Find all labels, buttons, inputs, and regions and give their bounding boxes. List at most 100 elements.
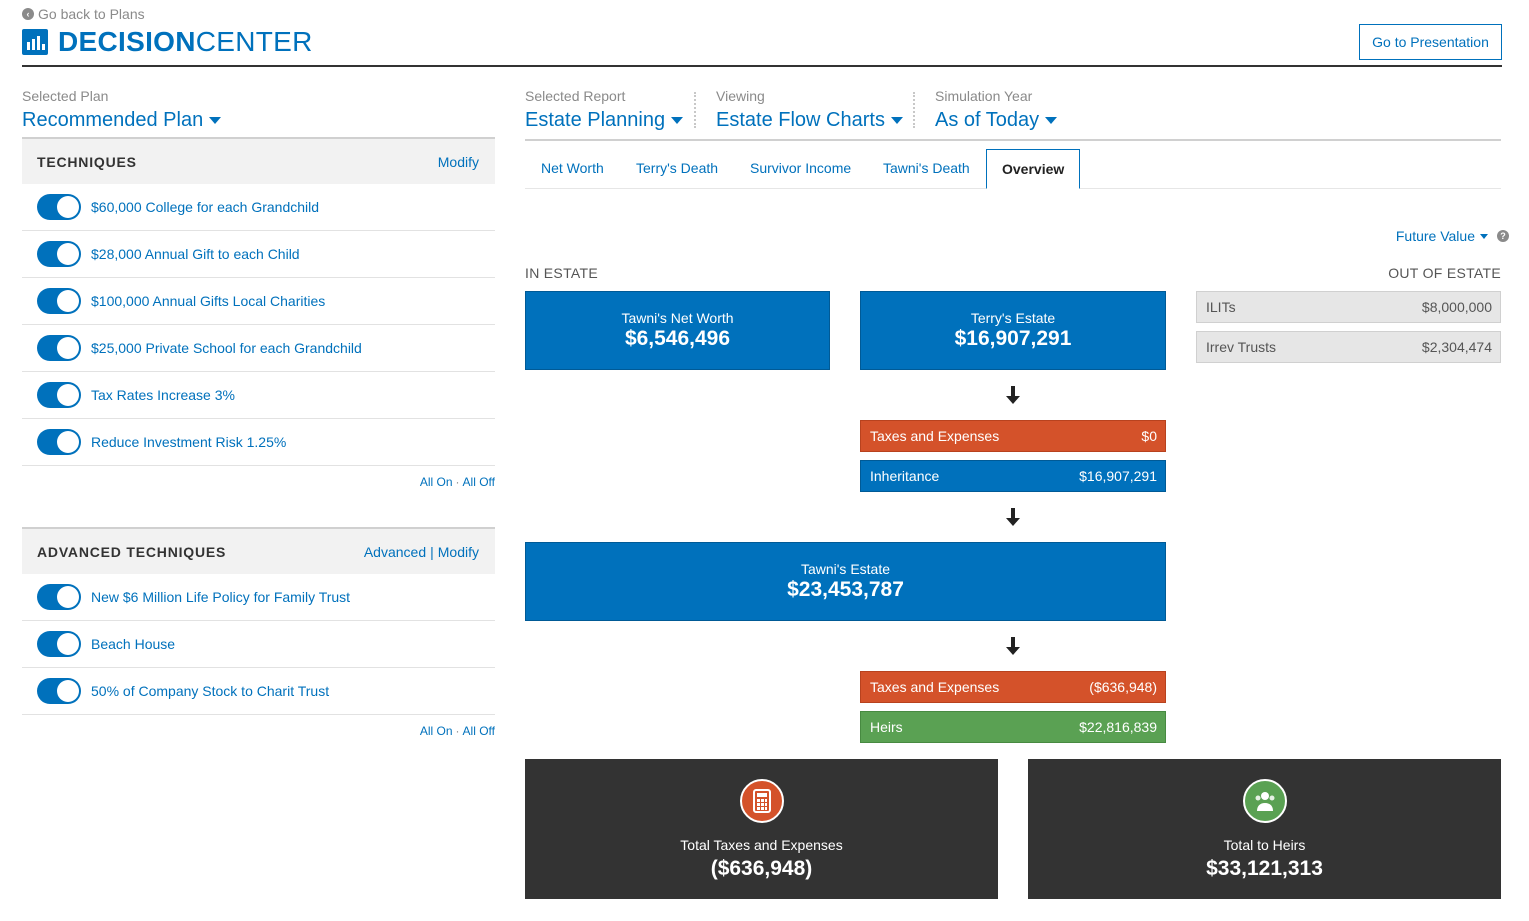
simulation-year-dropdown[interactable]: As of Today	[935, 109, 1058, 132]
advanced-all-toggle: All On · All Off	[419, 724, 495, 738]
inheritance-value: $16,907,291	[1079, 468, 1157, 484]
technique-toggle[interactable]	[37, 288, 81, 314]
tawni-taxes-value: ($636,948)	[1089, 679, 1157, 695]
out-of-estate-heading: OUT OF ESTATE	[1388, 265, 1501, 281]
terry-taxes-label: Taxes and Expenses	[870, 428, 1000, 444]
techniques-all-toggle: All On · All Off	[419, 475, 495, 489]
technique-label[interactable]: $100,000 Annual Gifts Local Charities	[91, 293, 326, 309]
technique-label[interactable]: Tax Rates Increase 3%	[91, 387, 235, 403]
techniques-header: TECHNIQUES Modify	[22, 137, 495, 184]
techniques-modify-link[interactable]: Modify	[437, 153, 479, 170]
tab-survivor-income[interactable]: Survivor Income	[750, 160, 852, 176]
technique-row: New $6 Million Life Policy for Family Tr…	[22, 574, 495, 621]
arrow-down-icon	[1006, 386, 1020, 404]
selected-plan-dropdown[interactable]: Recommended Plan	[22, 109, 495, 132]
technique-row: 50% of Company Stock to Charit Trust	[22, 668, 495, 715]
total-heirs-card: Total to Heirs $33,121,313	[1028, 759, 1501, 899]
technique-toggle[interactable]	[37, 335, 81, 361]
brand-name: DECISIONCENTER	[58, 26, 313, 57]
tab-overview[interactable]: Overview	[986, 149, 1081, 189]
inheritance-bar[interactable]: Inheritance $16,907,291	[860, 460, 1166, 492]
advanced-modify-link[interactable]: Modify	[437, 543, 479, 560]
toggle-knob	[57, 290, 79, 312]
advanced-techniques-section: ADVANCED TECHNIQUES Advanced | Modify New …	[22, 527, 495, 738]
help-icon[interactable]: ?	[1497, 230, 1509, 242]
heirs-value: $22,816,839	[1079, 719, 1157, 735]
selected-plan-label: Selected Plan	[22, 88, 109, 104]
ilits-value: $8,000,000	[1421, 299, 1492, 315]
selected-report-dropdown[interactable]: Estate Planning	[525, 109, 684, 132]
tab-tawnis-death[interactable]: Tawni's Death	[883, 160, 970, 176]
technique-row: $25,000 Private School for each Grandchi…	[22, 325, 495, 372]
terry-taxes-bar[interactable]: Taxes and Expenses $0	[860, 420, 1166, 452]
report-tabs: Net Worth Terry's Death Survivor Income …	[525, 149, 1501, 189]
all-off-link[interactable]: All Off	[462, 724, 495, 738]
tawni-taxes-label: Taxes and Expenses	[870, 679, 1000, 695]
technique-label[interactable]: $28,000 Annual Gift to each Child	[91, 246, 300, 262]
technique-label[interactable]: $25,000 Private School for each Grandchi…	[91, 340, 362, 356]
technique-toggle[interactable]	[37, 678, 81, 704]
selector-divider	[694, 92, 696, 128]
back-arrow-icon: ‹	[22, 8, 34, 20]
technique-toggle[interactable]	[37, 194, 81, 220]
technique-toggle[interactable]	[37, 382, 81, 408]
technique-row: $100,000 Annual Gifts Local Charities	[22, 278, 495, 325]
calculator-icon	[739, 779, 784, 823]
techniques-section: TECHNIQUES Modify $60,000 College for ea…	[22, 137, 495, 489]
back-to-plans-link[interactable]: ‹ Go back to Plans	[22, 6, 145, 22]
total-heirs-value: $33,121,313	[1206, 857, 1323, 880]
technique-label[interactable]: $60,000 College for each Grandchild	[91, 199, 320, 215]
technique-toggle[interactable]	[37, 631, 81, 657]
left-panel: Selected Plan Recommended Plan TECHNIQUE…	[22, 88, 495, 738]
ilits-box[interactable]: ILITs $8,000,000	[1196, 291, 1501, 323]
all-on-link[interactable]: All On	[419, 724, 453, 738]
technique-label[interactable]: 50% of Company Stock to Charit Trust	[91, 683, 330, 699]
selector-divider	[913, 92, 915, 128]
in-estate-heading: IN ESTATE	[525, 265, 598, 281]
technique-row: Tax Rates Increase 3%	[22, 372, 495, 419]
tab-net-worth[interactable]: Net Worth	[541, 160, 604, 176]
toggle-knob	[57, 337, 79, 359]
tawni-net-worth-box[interactable]: Tawni's Net Worth $6,546,496	[525, 291, 830, 370]
total-taxes-value: ($636,948)	[710, 857, 813, 880]
technique-label[interactable]: New $6 Million Life Policy for Family Tr…	[91, 589, 351, 605]
total-taxes-label: Total Taxes and Expenses	[680, 837, 843, 853]
advanced-list: New $6 Million Life Policy for Family Tr…	[22, 574, 495, 715]
caret-down-icon	[1480, 233, 1488, 239]
irrev-trusts-box[interactable]: Irrev Trusts $2,304,474	[1196, 331, 1501, 363]
go-to-presentation-button[interactable]: Go to Presentation	[1359, 24, 1502, 60]
all-on-link[interactable]: All On	[419, 475, 453, 489]
advanced-link[interactable]: Advanced	[363, 543, 427, 560]
terry-estate-box[interactable]: Terry's Estate $16,907,291	[860, 291, 1166, 370]
viewing-selector: Viewing Estate Flow Charts	[716, 88, 903, 132]
technique-toggle[interactable]	[37, 584, 81, 610]
toggle-knob	[57, 196, 79, 218]
caret-down-icon	[209, 117, 222, 124]
arrow-down-icon	[1006, 637, 1020, 655]
ilits-label: ILITs	[1206, 299, 1236, 315]
total-heirs-label: Total to Heirs	[1223, 837, 1306, 853]
tawni-taxes-bar[interactable]: Taxes and Expenses ($636,948)	[860, 671, 1166, 703]
toggle-knob	[57, 431, 79, 453]
header-divider	[22, 65, 1502, 67]
technique-label[interactable]: Reduce Investment Risk 1.25%	[91, 434, 287, 450]
selected-report-label: Selected Report	[525, 88, 626, 104]
technique-row: $60,000 College for each Grandchild	[22, 184, 495, 231]
bar-chart-icon	[22, 29, 48, 55]
caret-down-icon	[1045, 117, 1058, 124]
toggle-knob	[57, 633, 79, 655]
technique-label[interactable]: Beach House	[91, 636, 176, 652]
viewing-label: Viewing	[716, 88, 765, 104]
heirs-bar[interactable]: Heirs $22,816,839	[860, 711, 1166, 743]
tab-terrys-death[interactable]: Terry's Death	[636, 160, 719, 176]
technique-toggle[interactable]	[37, 241, 81, 267]
viewing-dropdown[interactable]: Estate Flow Charts	[716, 109, 903, 132]
all-off-link[interactable]: All Off	[462, 475, 495, 489]
total-taxes-card: Total Taxes and Expenses ($636,948)	[525, 759, 998, 899]
technique-toggle[interactable]	[37, 429, 81, 455]
toggle-knob	[57, 680, 79, 702]
terry-estate-value: $16,907,291	[954, 327, 1072, 350]
tawni-estate-box[interactable]: Tawni's Estate $23,453,787	[525, 542, 1166, 621]
future-value-dropdown[interactable]: Future Value ?	[1396, 228, 1509, 244]
back-link-label: Go back to Plans	[38, 6, 145, 22]
